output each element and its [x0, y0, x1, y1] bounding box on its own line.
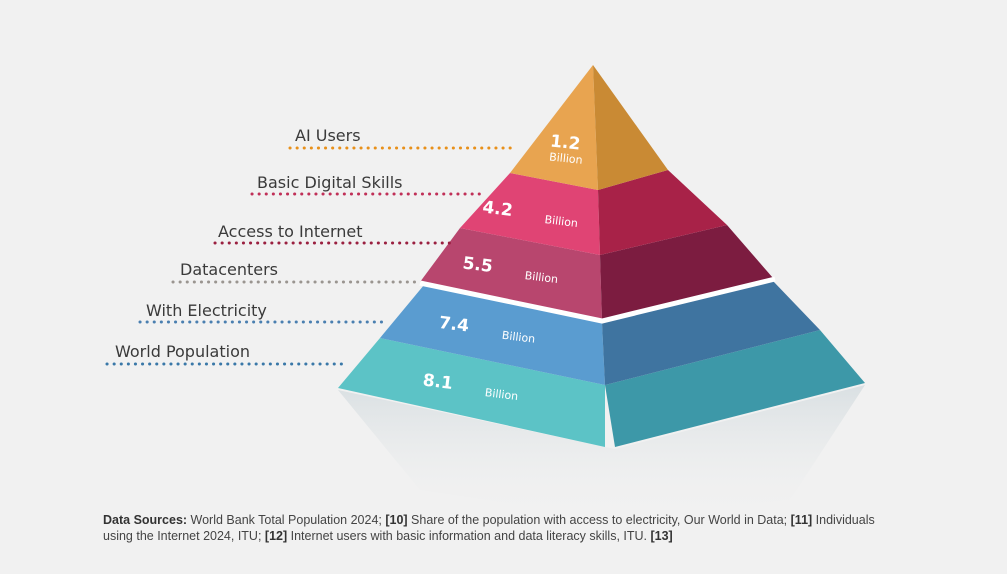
layer-digital-skills-left — [460, 173, 600, 255]
value-electricity: 7.4 — [438, 313, 470, 337]
unit-world-population: Billion — [484, 386, 519, 403]
layer-digital-skills-right — [598, 170, 727, 255]
label-internet: Access to Internet — [218, 222, 363, 241]
sources-heading: Data Sources: — [103, 513, 188, 527]
value-world-population: 8.1 — [422, 370, 454, 394]
unit-digital-skills: Billion — [544, 213, 579, 230]
unit-internet: Billion — [524, 269, 559, 286]
source-text: Share of the population with access to e… — [407, 513, 791, 527]
layer-ai-users-left — [510, 65, 598, 190]
source-ref: [11] — [790, 513, 813, 527]
layer-electricity-left — [380, 285, 605, 385]
datacenters-divider — [419, 276, 776, 324]
source-text: Internet users with basic information an… — [287, 529, 651, 543]
value-ai-users: 1.2 — [549, 131, 581, 154]
label-digital-skills: Basic Digital Skills — [257, 173, 403, 192]
source-text: World Bank Total Population 2024; — [187, 513, 386, 527]
value-internet: 5.5 — [462, 253, 494, 277]
data-sources: Data Sources: World Bank Total Populatio… — [103, 512, 903, 544]
value-digital-skills: 4.2 — [481, 197, 513, 221]
unit-electricity: Billion — [501, 329, 536, 346]
layer-world-population-left — [338, 338, 605, 447]
source-ref: [12] — [264, 529, 288, 543]
label-ai-users: AI Users — [295, 126, 361, 145]
layer-electricity-right — [602, 281, 820, 385]
label-world-population: World Population — [115, 342, 250, 361]
label-electricity: With Electricity — [146, 301, 267, 320]
label-datacenters: Datacenters — [180, 260, 278, 279]
layer-world-population-right — [605, 330, 865, 447]
unit-ai-users: Billion — [549, 150, 584, 166]
pyramid-reflection — [338, 385, 865, 520]
source-ref: [13] — [650, 529, 673, 543]
layer-internet-right — [600, 225, 773, 320]
source-ref: [10] — [385, 513, 408, 527]
source-text: Individuals using the Internet 2024, ITU… — [103, 513, 875, 543]
layer-ai-users-right — [593, 65, 668, 190]
layer-internet-left — [420, 228, 602, 320]
